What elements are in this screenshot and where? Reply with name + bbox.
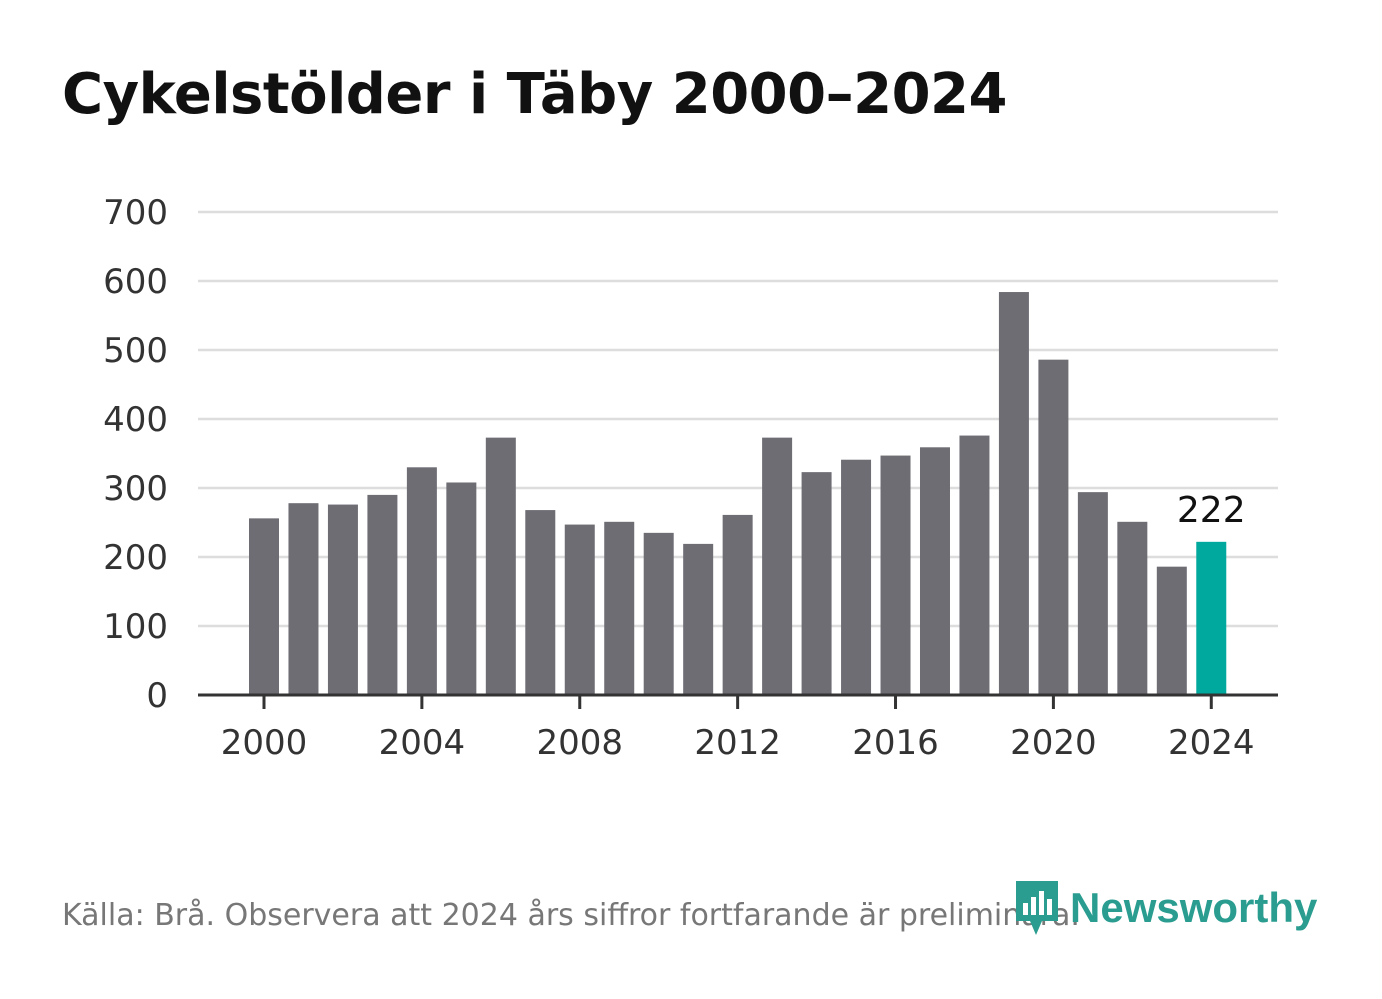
y-tick-label: 100 [103, 607, 168, 647]
y-tick-label: 0 [146, 676, 168, 716]
bar [525, 510, 556, 695]
bar-highlighted [1196, 541, 1227, 695]
chart-title: Cykelstölder i Täby 2000–2024 [62, 62, 1007, 127]
y-tick-label: 400 [103, 400, 168, 440]
y-axis-labels: 0 100 200 300 400 500 600 700 [103, 193, 168, 716]
x-axis-labels: 2000 2004 2008 2012 2016 2020 2024 [221, 695, 1255, 763]
bar [998, 292, 1029, 695]
source-note: Källa: Brå. Observera att 2024 års siffr… [62, 898, 1080, 933]
newsworthy-bar-chart-icon [1016, 881, 1058, 935]
bar [288, 503, 319, 695]
logo-text: Newsworthy [1070, 884, 1318, 931]
bar [406, 467, 437, 695]
bar [880, 455, 911, 695]
bar [643, 532, 674, 695]
bar [604, 521, 635, 695]
bar [683, 543, 714, 695]
data-labels: 222 [1177, 490, 1246, 531]
bar [919, 447, 950, 695]
bar [841, 459, 872, 695]
bar [959, 435, 990, 695]
x-tick-label: 2020 [1010, 723, 1097, 763]
bar [249, 518, 279, 695]
bar [1077, 492, 1108, 695]
y-tick-label: 200 [103, 538, 168, 578]
x-tick-label: 2008 [536, 723, 623, 763]
bar [762, 437, 793, 695]
bar [564, 524, 595, 695]
bars [249, 292, 1227, 695]
x-tick-label: 2012 [694, 723, 781, 763]
bar [801, 472, 832, 695]
x-tick-label: 2004 [379, 723, 466, 763]
y-tick-label: 500 [103, 331, 168, 371]
bar [485, 437, 516, 695]
x-tick-label: 2000 [221, 723, 308, 763]
bar [722, 514, 753, 695]
newsworthy-logo[interactable]: Newsworthy [1012, 878, 1317, 938]
bar [327, 504, 358, 695]
bar [1117, 521, 1148, 695]
y-tick-label: 700 [103, 193, 168, 233]
bar [1038, 359, 1069, 695]
y-tick-label: 300 [103, 469, 168, 509]
x-tick-label: 2024 [1168, 723, 1255, 763]
y-tick-label: 600 [103, 262, 168, 302]
x-tick-label: 2016 [852, 723, 939, 763]
bar [446, 482, 477, 695]
data-label: 222 [1177, 490, 1246, 531]
bar [367, 494, 398, 695]
bar [1156, 566, 1187, 695]
